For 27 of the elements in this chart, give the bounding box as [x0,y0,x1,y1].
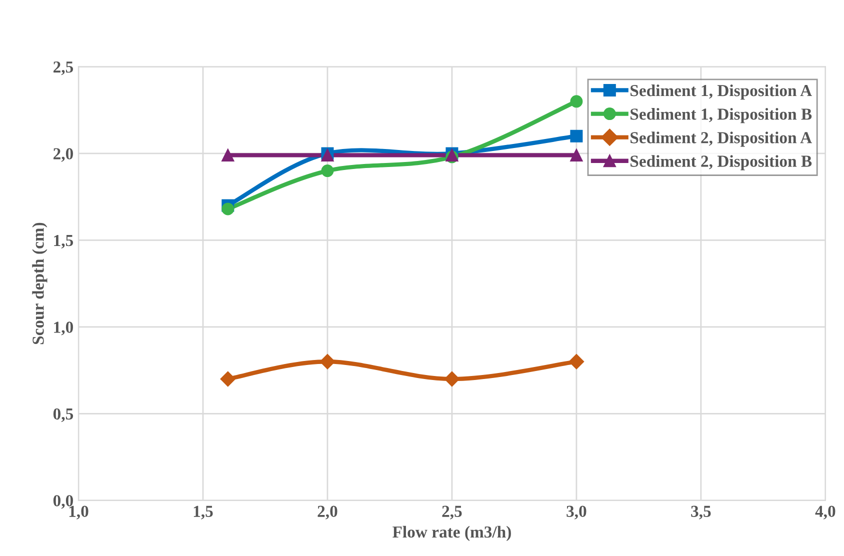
y-tick-label: 1,5 [54,234,74,249]
legend-label: Sediment 1, Disposition A [630,84,812,100]
point [321,164,334,178]
point [570,148,583,162]
x-tick-label: 4,0 [815,506,836,520]
y-axis-title: Scour depth (cm) [32,222,48,344]
legend-label: Sediment 2, Disposition A [630,132,812,147]
point [444,371,460,387]
y-tick-label: 0,5 [53,408,74,422]
legend-label: Sediment 2, Disposition B [630,155,812,170]
point [222,202,234,216]
point [220,371,236,387]
x-tick-label: 1,5 [194,506,213,520]
point [320,354,336,370]
point [570,130,583,142]
point [570,95,583,108]
x-tick-label: 3,5 [691,506,711,520]
y-tick-label: 1,0 [54,322,73,336]
legend-label: Sediment 1, Disposition B [630,108,812,124]
y-tick-label: 2,5 [54,61,74,76]
x-tick-label: 2,5 [442,506,462,520]
point [222,148,234,162]
point [568,354,584,370]
y-tick-label: 2,0 [54,148,73,162]
x-tick-label: 3,0 [566,506,586,520]
x-tick-label: 2,0 [318,506,338,520]
x-axis-title: Flow rate (m3/h) [392,526,511,542]
